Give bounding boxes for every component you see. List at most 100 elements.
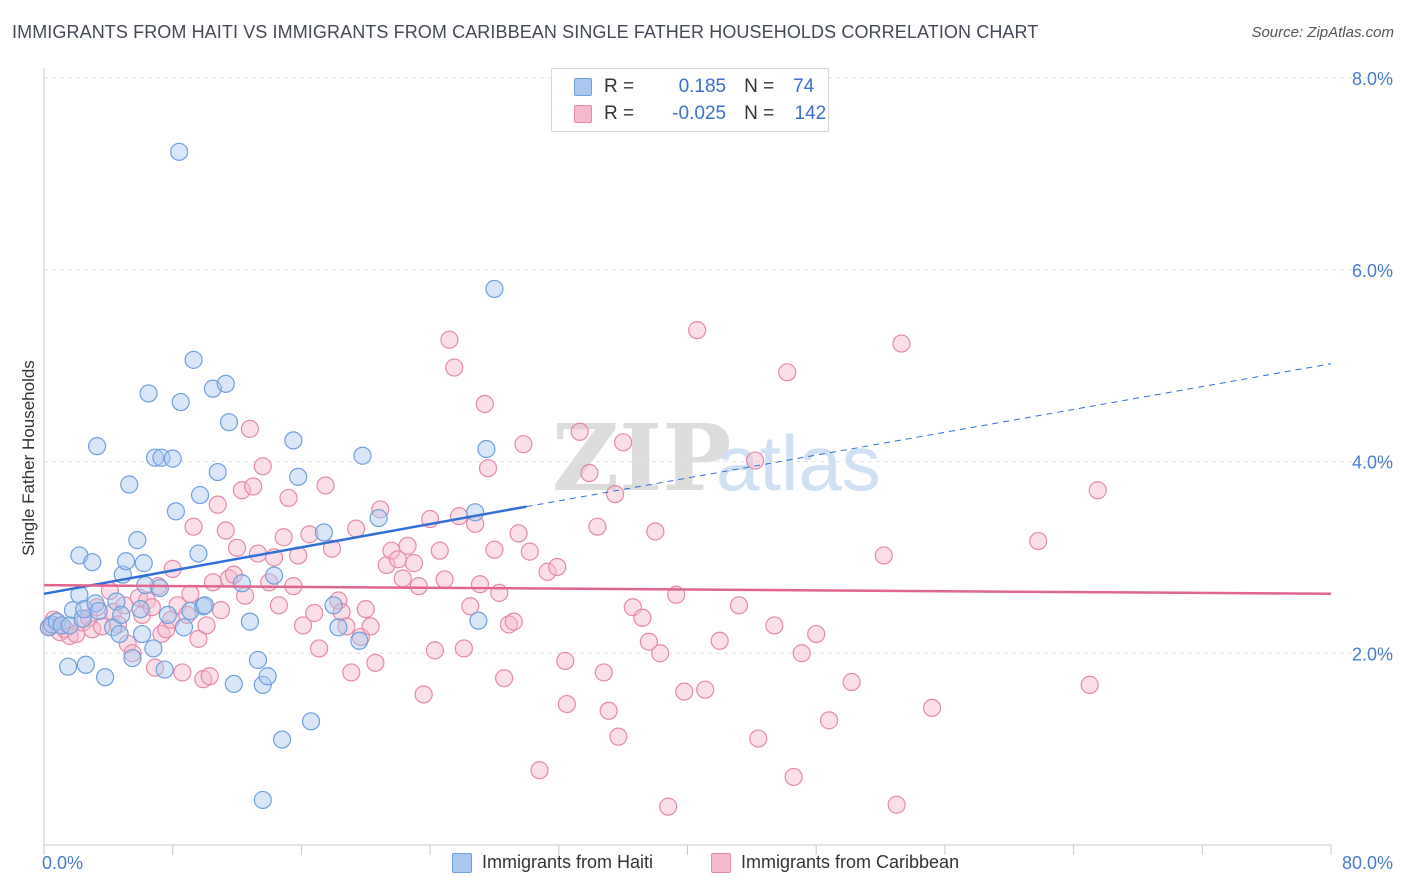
haiti-point bbox=[107, 592, 126, 611]
caribbean-point bbox=[887, 795, 906, 814]
caribbean-point bbox=[309, 639, 329, 658]
caribbean-point bbox=[274, 528, 293, 547]
haiti-point bbox=[83, 553, 102, 572]
haiti-point bbox=[150, 578, 169, 598]
caribbean-point bbox=[765, 616, 784, 635]
haiti-trend-extension bbox=[526, 363, 1332, 508]
caribbean-point bbox=[173, 663, 192, 682]
caribbean-point bbox=[316, 476, 335, 495]
caribbean-point bbox=[538, 562, 557, 581]
caribbean-point bbox=[557, 694, 576, 714]
haiti-point bbox=[163, 449, 182, 468]
legend-row-caribbean: R = -0.025 N = 142 bbox=[574, 102, 826, 126]
haiti-point bbox=[171, 392, 190, 412]
caribbean-point bbox=[570, 422, 589, 441]
caribbean-point bbox=[200, 667, 219, 686]
caribbean-point bbox=[696, 680, 715, 699]
caribbean-point bbox=[181, 584, 200, 603]
haiti-point bbox=[184, 350, 203, 369]
y-tick-label: 2.0% bbox=[1352, 644, 1393, 664]
legend-n-label-caribbean: N = bbox=[744, 103, 775, 124]
caribbean-point bbox=[819, 711, 839, 730]
caribbean-point bbox=[842, 672, 861, 692]
caribbean-point bbox=[478, 459, 498, 478]
haiti-point bbox=[240, 612, 260, 631]
haiti-point bbox=[145, 448, 165, 467]
haiti-point bbox=[96, 668, 115, 687]
haiti-point bbox=[112, 605, 131, 625]
caribbean-point bbox=[470, 575, 490, 594]
haiti-point bbox=[216, 374, 235, 393]
caribbean-point bbox=[293, 616, 313, 635]
caribbean-point bbox=[499, 615, 519, 634]
haiti-point bbox=[42, 615, 62, 634]
caribbean-point bbox=[454, 639, 473, 658]
legend-n-value-haiti: 74 bbox=[793, 76, 815, 97]
haiti-point bbox=[485, 279, 504, 299]
caribbean-point bbox=[253, 457, 272, 476]
caribbean-point bbox=[548, 557, 567, 577]
caribbean-point bbox=[227, 538, 247, 557]
caribbean-point bbox=[1029, 531, 1048, 551]
caribbean-point bbox=[300, 525, 319, 544]
caribbean-point bbox=[189, 629, 208, 648]
watermark-zip: ZIP bbox=[552, 404, 731, 512]
bottom-legend-label-haiti: Immigrants from Haiti bbox=[482, 852, 654, 872]
legend-n-value-caribbean: 142 bbox=[794, 103, 827, 124]
caribbean-point bbox=[393, 569, 412, 588]
y-tick-label: 6.0% bbox=[1352, 261, 1393, 281]
haiti-point bbox=[158, 605, 177, 625]
haiti-point bbox=[110, 624, 129, 644]
caribbean-point bbox=[556, 651, 575, 671]
haiti-point bbox=[128, 531, 147, 550]
caribbean-point bbox=[203, 573, 223, 592]
caribbean-points bbox=[41, 321, 1107, 816]
caribbean-point bbox=[874, 546, 893, 565]
haiti-point bbox=[144, 639, 163, 658]
haiti-points bbox=[39, 142, 504, 810]
caribbean-point bbox=[461, 597, 480, 616]
caribbean-point bbox=[435, 570, 454, 589]
haiti-point bbox=[258, 667, 277, 686]
x-tick-label-start: 0.0% bbox=[42, 853, 83, 873]
haiti-point bbox=[190, 485, 210, 505]
caribbean-point bbox=[792, 644, 811, 663]
haiti-point bbox=[195, 596, 214, 615]
bottom-legend-swatch-haiti bbox=[452, 852, 472, 873]
watermark-atlas: atlas bbox=[716, 419, 881, 507]
haiti-point bbox=[469, 611, 488, 630]
caribbean-point bbox=[710, 631, 729, 650]
legend-n-label-haiti: N = bbox=[744, 76, 775, 97]
legend-r-value-haiti: 0.185 bbox=[678, 76, 727, 97]
haiti-point bbox=[131, 600, 150, 619]
caribbean-point bbox=[322, 539, 342, 558]
caribbean-point bbox=[594, 663, 613, 682]
haiti-point bbox=[353, 446, 372, 465]
haiti-point bbox=[301, 712, 321, 731]
haiti-point bbox=[224, 674, 243, 694]
caribbean-point bbox=[614, 433, 633, 452]
caribbean-point bbox=[445, 358, 464, 377]
x-tick-label-end: 80.0% bbox=[1342, 853, 1393, 873]
caribbean-point bbox=[123, 644, 142, 663]
caribbean-point bbox=[430, 541, 449, 560]
legend-swatch-caribbean bbox=[574, 105, 592, 123]
haiti-point bbox=[219, 413, 239, 432]
caribbean-point bbox=[639, 632, 658, 651]
haiti-point bbox=[232, 574, 251, 593]
haiti-point bbox=[248, 650, 268, 670]
caribbean-point bbox=[651, 644, 670, 663]
caribbean-point bbox=[232, 481, 251, 500]
bottom-legend-caribbean: Immigrants from Caribbean bbox=[711, 852, 959, 873]
haiti-point bbox=[59, 657, 78, 676]
haiti-point bbox=[87, 437, 107, 456]
y-tick-label: 4.0% bbox=[1352, 453, 1393, 473]
caribbean-point bbox=[211, 601, 231, 620]
caribbean-point bbox=[425, 641, 445, 660]
haiti-point bbox=[166, 502, 186, 521]
haiti-point bbox=[208, 462, 227, 482]
caribbean-point bbox=[142, 598, 161, 617]
caribbean-point bbox=[609, 727, 628, 746]
caribbean-point bbox=[729, 596, 749, 615]
haiti-point bbox=[76, 655, 95, 674]
